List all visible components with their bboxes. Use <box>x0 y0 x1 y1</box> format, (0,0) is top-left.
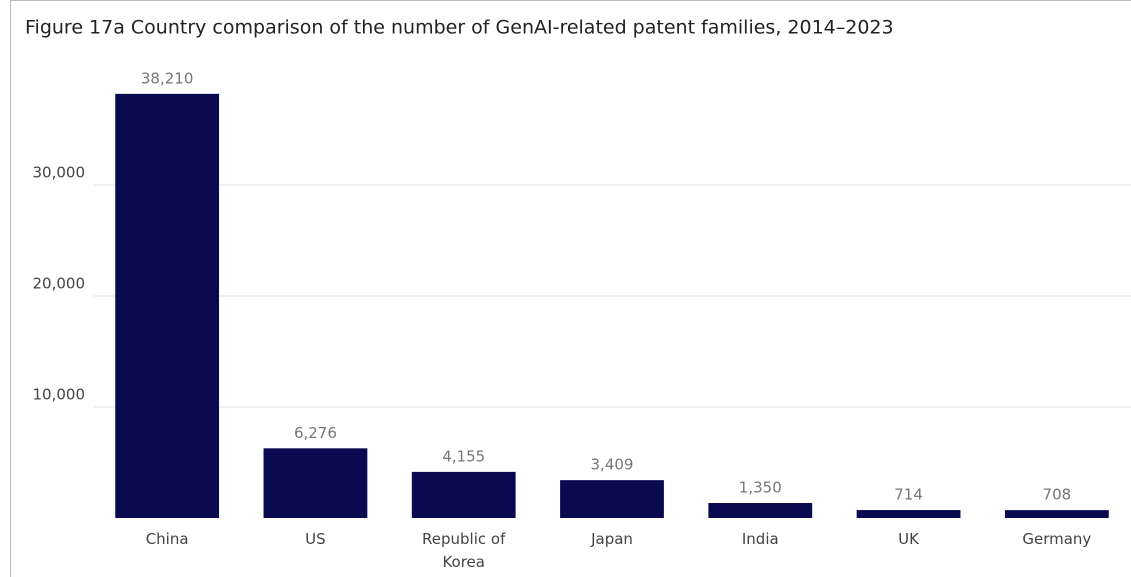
value-label: 4,155 <box>442 447 485 465</box>
bar <box>856 510 961 518</box>
bar <box>1004 510 1109 518</box>
value-label: 708 <box>1043 486 1072 504</box>
bar <box>115 93 220 518</box>
frame <box>10 0 1131 577</box>
y-tick-label: 30,000 <box>33 164 86 182</box>
value-label: 6,276 <box>294 424 337 442</box>
chart-title: Figure 17a Country comparison of the num… <box>25 17 894 39</box>
y-tick-label: 10,000 <box>33 386 86 404</box>
x-tick-label: India <box>741 530 779 548</box>
bar <box>708 503 813 518</box>
value-label: 3,409 <box>591 456 634 474</box>
x-tick-label: Germany <box>1022 530 1092 548</box>
x-tick-label: Japan <box>591 530 633 548</box>
bar <box>411 471 516 518</box>
x-tick-label: Republic of Korea <box>422 530 506 571</box>
x-tick-label: China <box>145 530 189 548</box>
value-label: 38,210 <box>141 69 194 87</box>
y-tick-label: 20,000 <box>33 275 86 293</box>
x-tick-label: UK <box>898 530 919 548</box>
x-tick-label: US <box>305 530 326 548</box>
bar <box>560 480 664 518</box>
value-label: 1,350 <box>739 479 782 497</box>
value-label: 714 <box>894 486 923 504</box>
bar <box>263 448 368 518</box>
